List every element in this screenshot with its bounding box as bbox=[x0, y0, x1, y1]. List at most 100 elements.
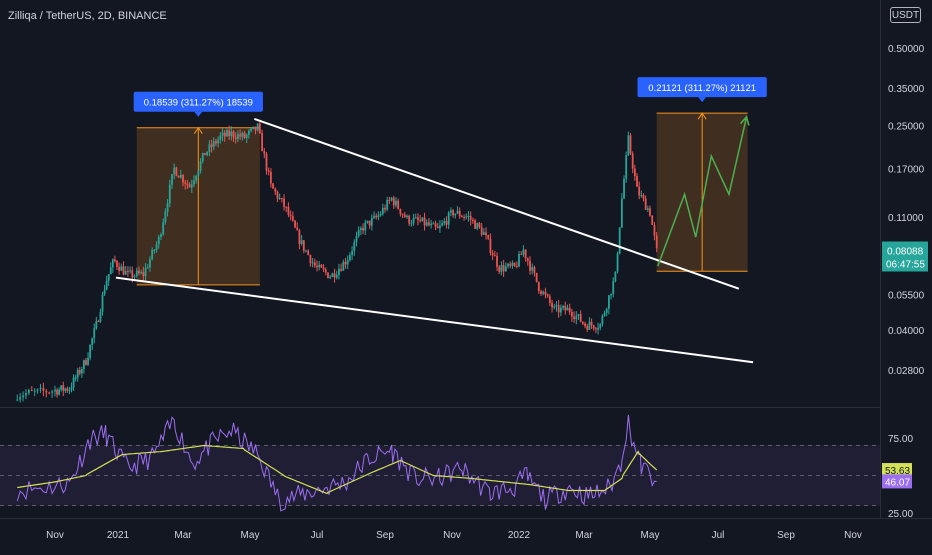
candle bbox=[129, 270, 132, 272]
candle bbox=[219, 135, 222, 140]
candle bbox=[445, 221, 448, 225]
candle bbox=[116, 261, 118, 267]
candle bbox=[375, 215, 378, 218]
candle bbox=[425, 222, 428, 226]
candle bbox=[109, 267, 112, 275]
candle bbox=[237, 134, 239, 139]
candle bbox=[93, 328, 96, 339]
candle bbox=[278, 198, 281, 200]
candle bbox=[526, 258, 529, 262]
candle bbox=[36, 389, 39, 391]
candle bbox=[144, 267, 147, 277]
candle bbox=[177, 175, 180, 178]
price-tick: 0.02800 bbox=[888, 366, 925, 377]
candle bbox=[87, 357, 89, 365]
candle bbox=[551, 302, 553, 308]
candle bbox=[535, 272, 538, 282]
candle bbox=[655, 235, 658, 248]
candle bbox=[401, 213, 404, 215]
candle bbox=[173, 167, 176, 175]
candle bbox=[250, 128, 252, 131]
candle bbox=[221, 132, 224, 136]
candle bbox=[443, 221, 446, 224]
time-tick: Mar bbox=[174, 530, 192, 541]
candle bbox=[51, 391, 53, 393]
candle bbox=[261, 133, 263, 152]
candle bbox=[305, 250, 307, 252]
candle bbox=[210, 144, 213, 147]
candle bbox=[313, 262, 316, 266]
candle bbox=[60, 385, 63, 390]
candle bbox=[614, 271, 617, 282]
candle bbox=[414, 217, 417, 219]
candle bbox=[471, 219, 474, 221]
candle bbox=[124, 270, 127, 275]
candle bbox=[114, 259, 116, 262]
candle bbox=[518, 253, 520, 267]
candle bbox=[612, 281, 615, 295]
rsi-value: 46.07 bbox=[885, 477, 910, 488]
time-tick: Jul bbox=[311, 530, 324, 541]
candle bbox=[70, 387, 73, 390]
candle bbox=[19, 397, 22, 400]
measure-label-pointer bbox=[698, 97, 707, 103]
candle bbox=[616, 253, 619, 272]
candle bbox=[80, 369, 83, 374]
time-tick: Nov bbox=[46, 530, 64, 541]
candle bbox=[653, 224, 656, 236]
currency-button[interactable]: USDT bbox=[890, 7, 921, 23]
candle bbox=[447, 212, 450, 225]
candle bbox=[66, 388, 69, 391]
rsi-tick: 75.00 bbox=[888, 434, 913, 445]
candle bbox=[140, 272, 143, 274]
candle bbox=[186, 183, 189, 185]
candle bbox=[307, 250, 310, 256]
candle bbox=[366, 220, 369, 223]
candle bbox=[320, 264, 323, 268]
candle bbox=[397, 200, 400, 209]
candle bbox=[76, 369, 79, 378]
candle bbox=[450, 210, 452, 213]
candle bbox=[610, 294, 612, 296]
candle bbox=[377, 215, 380, 218]
candle bbox=[101, 294, 104, 312]
projection-path bbox=[657, 116, 748, 267]
candle bbox=[504, 266, 507, 272]
rsi-line bbox=[16, 414, 657, 512]
candle bbox=[340, 268, 343, 271]
candle bbox=[515, 266, 518, 268]
candle bbox=[436, 226, 439, 229]
time-tick: Jul bbox=[712, 530, 725, 541]
last-price: 0.08088 bbox=[887, 246, 924, 257]
candle bbox=[474, 220, 476, 229]
price-tick: 0.11000 bbox=[888, 213, 924, 224]
candle bbox=[618, 227, 621, 254]
candle bbox=[64, 388, 67, 391]
candle bbox=[269, 172, 272, 184]
candle bbox=[103, 289, 106, 295]
candle bbox=[89, 344, 92, 358]
price-tick: 0.35000 bbox=[888, 84, 925, 95]
candle bbox=[388, 199, 391, 201]
candle bbox=[151, 250, 154, 260]
candle bbox=[381, 207, 384, 215]
candle bbox=[408, 215, 411, 224]
candle bbox=[212, 141, 215, 147]
candle bbox=[72, 377, 75, 388]
candle bbox=[485, 232, 487, 236]
candle bbox=[467, 215, 470, 217]
candle bbox=[533, 267, 536, 273]
candle bbox=[56, 389, 58, 395]
candle bbox=[58, 389, 61, 395]
candle bbox=[193, 180, 195, 185]
candle bbox=[430, 223, 433, 226]
rsi-tick: 25.00 bbox=[888, 509, 913, 520]
candle bbox=[252, 126, 255, 129]
candle bbox=[166, 203, 169, 212]
candle bbox=[555, 305, 558, 307]
candle bbox=[45, 390, 48, 393]
candle bbox=[559, 307, 562, 313]
candle bbox=[570, 311, 573, 317]
candle bbox=[344, 261, 347, 265]
